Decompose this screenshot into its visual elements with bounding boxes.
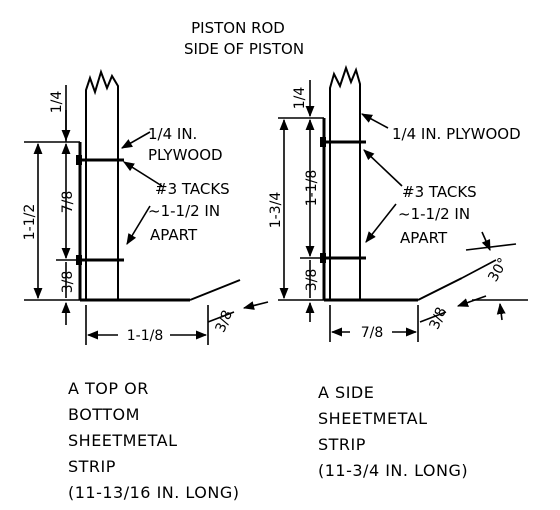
- right-tack-leader-upper: [363, 149, 403, 187]
- right-tack-leader-lower: [365, 203, 397, 243]
- right-dim-lip-arrow: [456, 295, 487, 307]
- right-dim-total-text: 1-3/4: [268, 192, 284, 229]
- left-tacks-label-3: APART: [150, 226, 198, 244]
- right-tacks-label-3: APART: [400, 229, 448, 247]
- right-dim-bottom-text: 3/8: [304, 269, 320, 292]
- right-dim-width-bg: [350, 321, 392, 341]
- left-dim-total-text: 1-1/2: [22, 204, 38, 241]
- right-diagram: 30° 1/4 1-3/4 1-1/8 3/8 7/8 3/8 1/4 IN. …: [268, 64, 528, 342]
- right-dim-width-text: 7/8: [361, 325, 384, 341]
- right-angle-leader: [465, 243, 517, 251]
- right-dim-middle-text: 1-1/8: [304, 170, 320, 207]
- right-tack-head-upper: [320, 137, 326, 147]
- left-sheetmetal-lip: [189, 279, 241, 301]
- left-plywood-label-1: 1/4 IN.: [148, 125, 197, 143]
- left-caption: A TOP OR BOTTOM SHEETMETAL STRIP (11-13/…: [68, 379, 239, 502]
- left-dim-width-text: 1-1/8: [127, 328, 164, 344]
- left-dim-middle-text: 7/8: [60, 191, 76, 214]
- header-line-2: SIDE OF PISTON: [184, 40, 304, 58]
- right-angle-text: 30°: [485, 255, 511, 285]
- right-dim-top-text: 1/4: [292, 87, 308, 110]
- right-caption-line-3: STRIP: [318, 435, 366, 454]
- left-tack-leader-upper: [123, 161, 163, 187]
- right-angle-arrow-bottom: [496, 302, 506, 321]
- left-caption-line-5: (11-13/16 IN. LONG): [68, 483, 239, 502]
- left-dim-lip-arrow: [242, 301, 269, 310]
- left-tack-head-upper: [76, 155, 82, 165]
- right-dim-lip-text: 3/8: [427, 305, 451, 332]
- right-angle-ref-a: [461, 259, 497, 279]
- right-wood-piece: [329, 64, 361, 300]
- left-plywood-label-2: PLYWOOD: [148, 146, 223, 164]
- right-sheetmetal-lip: [417, 277, 463, 301]
- right-plywood-label: 1/4 IN. PLYWOOD: [392, 125, 521, 143]
- left-dim-width-bg: [118, 324, 170, 344]
- left-caption-line-1: A TOP OR: [68, 379, 149, 398]
- left-wood-piece: [85, 68, 119, 300]
- left-dim-lip-line: [207, 311, 235, 323]
- right-caption-line-4: (11-3/4 IN. LONG): [318, 461, 468, 480]
- left-plywood-leader: [121, 131, 151, 149]
- left-caption-line-3: SHEETMETAL: [68, 431, 177, 450]
- left-tacks-label-1: #3 TACKS: [155, 180, 230, 198]
- right-caption-line-1: A SIDE: [318, 383, 374, 402]
- left-diagram: 1/4 1-1/2 7/8 3/8 1-1/8 3/8 1/4 IN. PLYW…: [22, 68, 269, 345]
- left-tacks-label-2: ~1-1/2 IN: [148, 202, 220, 220]
- left-dim-top-text: 1/4: [49, 91, 65, 114]
- right-caption-line-2: SHEETMETAL: [318, 409, 427, 428]
- right-tacks-label-1: #3 TACKS: [402, 183, 477, 201]
- left-tack-leader-lower: [126, 205, 151, 245]
- right-plywood-leader: [361, 113, 389, 129]
- left-dim-bottom-text: 3/8: [60, 271, 76, 294]
- left-caption-line-4: STRIP: [68, 457, 116, 476]
- right-tacks-label-2: ~1-1/2 IN: [398, 205, 470, 223]
- right-caption: A SIDE SHEETMETAL STRIP (11-3/4 IN. LONG…: [318, 383, 468, 480]
- left-caption-line-2: BOTTOM: [68, 405, 140, 424]
- header: PISTON ROD SIDE OF PISTON: [184, 19, 304, 58]
- header-line-1: PISTON ROD: [191, 19, 285, 37]
- right-dim-lip-line: [419, 311, 447, 323]
